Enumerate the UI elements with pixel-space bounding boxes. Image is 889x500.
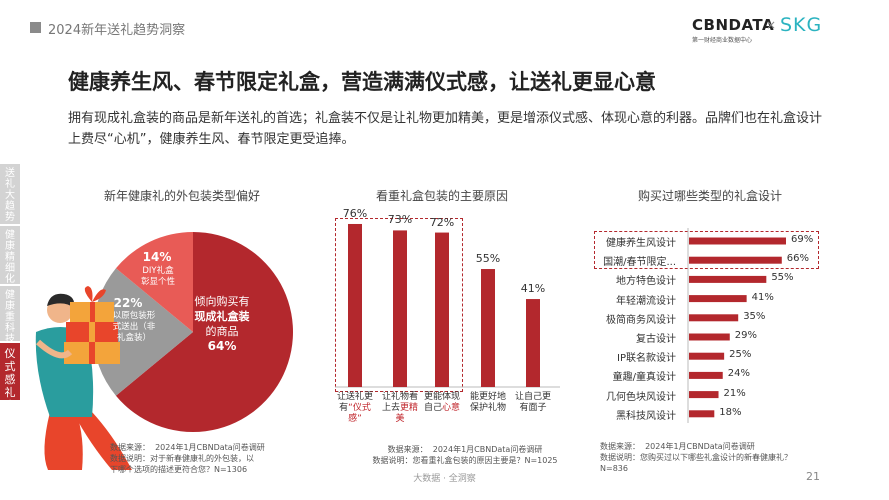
pie-slice-diy: [115, 232, 193, 332]
chart3-bar: [689, 314, 739, 322]
chart3-bar-category: 黑科技风设计: [616, 410, 676, 422]
pie-value-diy: 14%: [142, 250, 172, 264]
side-tab-ritual[interactable]: 仪式感礼盒: [0, 343, 20, 412]
chart3-bar: [689, 295, 747, 303]
chart1-title: 新年健康礼的外包装类型偏好: [103, 189, 260, 203]
chart3-bar: [689, 275, 767, 283]
chart2-bar-category: 让礼物看 上去更精美: [381, 392, 419, 424]
chart2-bar: [435, 232, 449, 387]
intro-paragraph: 拥有现成礼盒装的商品是新年送礼的首选；礼盒装不仅是让礼物更加精美，更是增添仪式感…: [68, 111, 823, 147]
chart2-title: 看重礼盒包装的主要原因: [375, 189, 508, 203]
chart2-bar: [481, 269, 495, 387]
chart3-bar: [689, 391, 719, 399]
chart3-bar-category: 童趣/童真设计: [612, 372, 676, 384]
chart3-bar-category: 几何色块风设计: [606, 391, 676, 403]
chart2-bar: [393, 230, 407, 387]
chart3-bar-value: 66%: [786, 253, 810, 265]
chart2-bar-category: 让送礼更 有“仪式 感”: [336, 392, 373, 424]
chart3-bar-value: 21%: [723, 387, 746, 399]
pie-label-giftbox-2: 现成礼盒装: [194, 310, 250, 323]
chart3-bar-value: 41%: [751, 291, 774, 303]
skg-logo: SKG: [780, 14, 823, 36]
chart3-bar: [689, 410, 715, 418]
chart2-bar: [526, 299, 540, 387]
section-title: 2024新年送礼趋势洞察: [48, 23, 186, 38]
pie-chart: [35, 232, 294, 470]
page-number: 21: [806, 470, 820, 483]
chart3-bar-category: 年轻潮流设计: [616, 295, 676, 307]
gift-person-illustration: [35, 286, 132, 470]
page-title: 健康养生风、春节限定礼盒，营造满满仪式感，让送礼更显心意: [68, 70, 656, 94]
chart2-highlight-box: [335, 218, 463, 392]
chart3-bar: [689, 352, 725, 360]
logo-separator: ×: [766, 18, 777, 32]
pie-slice-giftbox: [115, 232, 294, 432]
cbndata-logo: CBNDATA: [692, 16, 775, 34]
chart3-bar-value: 18%: [719, 406, 742, 418]
chart3-bar-category: 国潮/春节限定...: [603, 257, 676, 269]
chart3-bar-category: 地方特色设计: [616, 276, 676, 288]
chart3-bar-value: 55%: [771, 272, 794, 284]
side-tab-trends[interactable]: 送礼大趋势: [0, 164, 20, 224]
chart2-bars: [335, 223, 560, 388]
chart3-bar: [689, 237, 786, 245]
chart3-bar-value: 25%: [729, 349, 752, 361]
chart2-bar-value: 76%: [342, 206, 368, 220]
chart2-bar-value: 41%: [520, 282, 546, 296]
chart2-bar-category: 让自己更 有面子: [514, 392, 551, 413]
chart2-bar-value: 55%: [475, 252, 501, 266]
pie-label-diy: DIY礼盒 彰显个性: [140, 266, 175, 287]
chart2-bar-value: 73%: [387, 213, 413, 227]
chart3-bar: [689, 371, 723, 379]
chart3-bar-category: 极简商务风设计: [606, 314, 676, 326]
chart3-bars: [687, 228, 786, 423]
chart3-bar-value: 35%: [743, 310, 766, 322]
chart2-bar: [348, 223, 362, 387]
pie-value-original: 22%: [113, 296, 143, 310]
chart3-bar-category: 健康养生风设计: [606, 238, 676, 249]
header-square-icon: [30, 22, 41, 33]
pie-label-giftbox-1: 倾向购买有: [194, 295, 250, 308]
chart3-bar-value: 24%: [727, 368, 750, 380]
chart3-bar-value: 29%: [734, 330, 757, 341]
chart2-bar-category: 更能体现 自己心意: [423, 392, 461, 413]
chart1-note: 数据来源： 2024年1月CBNData问卷调研 数据说明：对于新春健康礼的外包…: [110, 443, 265, 474]
chart3-bar-category: 复古设计: [636, 334, 676, 345]
chart2-bar-category: 能更好地 保护礼物: [469, 392, 506, 413]
chart2-note: 数据来源： 2024年1月CBNData问卷调研 数据说明：您看重礼盒包装的原因…: [372, 445, 558, 465]
side-tab-tech[interactable]: 健康重科技: [0, 286, 20, 345]
pie-label-giftbox-3: 的商品: [205, 325, 239, 338]
pie-value-giftbox: 64%: [207, 339, 237, 353]
chart3-bar-value: 69%: [791, 234, 814, 245]
footer-slogan: 大数据 · 全洞察: [413, 474, 476, 484]
pie-label-original: 以原包装形 式送出（非 礼盒装）: [112, 311, 156, 343]
chart3-title: 购买过哪些类型的礼盒设计: [637, 189, 782, 203]
chart3-note: 数据来源： 2024年1月CBNData问卷调研 数据说明：您购买过以下哪些礼盒…: [600, 442, 792, 473]
chart3-bar: [689, 256, 782, 264]
chart3-bar: [689, 333, 730, 341]
side-tab-refined[interactable]: 健康精细化: [0, 226, 20, 285]
chart3-bar-category: IP联名款设计: [617, 353, 676, 365]
chart2-bar-value: 72%: [429, 215, 455, 229]
chart3-highlight-box: [594, 231, 819, 269]
cbndata-logo-subtitle: 第一财经商业数据中心: [692, 37, 753, 44]
